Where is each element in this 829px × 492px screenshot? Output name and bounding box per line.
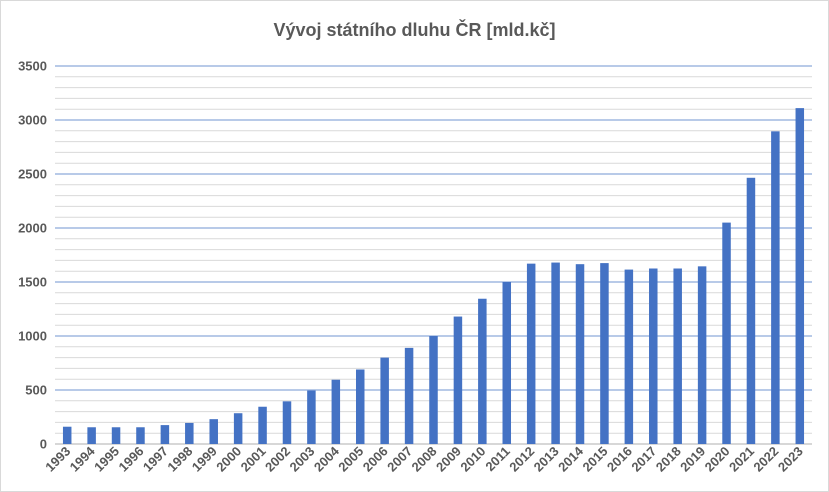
- x-tick-label: 2021: [726, 444, 757, 475]
- bar-2002: [282, 401, 292, 444]
- x-tick-label: 2023: [775, 444, 806, 475]
- x-tick-label: 2011: [482, 444, 513, 475]
- x-tick-label: 2005: [335, 444, 366, 475]
- x-tick-label: 2019: [677, 444, 708, 475]
- x-tick-label: 2009: [433, 444, 464, 475]
- bar-1998: [185, 422, 194, 444]
- x-tick-label: 2020: [702, 444, 733, 475]
- x-tick-label: 2006: [360, 444, 391, 475]
- x-tick-label: 1996: [116, 444, 147, 475]
- x-tick-label: 2008: [409, 444, 440, 475]
- x-tick-label: 2004: [311, 443, 343, 475]
- x-tick-label: 1995: [91, 444, 122, 475]
- bar-2014: [575, 264, 585, 444]
- x-tick-label: 1997: [140, 444, 171, 475]
- y-tick-label: 0: [40, 437, 47, 452]
- bar-2021: [746, 177, 756, 444]
- bar-2009: [453, 316, 463, 444]
- x-tick-label: 2015: [579, 444, 610, 475]
- bar-2019: [697, 266, 707, 444]
- x-tick-label: 2022: [750, 444, 781, 475]
- y-tick-label: 1000: [18, 329, 47, 344]
- bar-1997: [160, 425, 170, 444]
- x-tick-label: 2018: [653, 444, 684, 475]
- x-tick-label: 2000: [213, 444, 244, 475]
- y-tick-label: 3000: [18, 113, 47, 128]
- x-tick-label: 2010: [457, 444, 488, 475]
- y-tick-label: 2000: [18, 221, 47, 236]
- bar-2023: [795, 108, 805, 445]
- y-tick-label: 1500: [18, 275, 47, 290]
- chart-title: Vývoj státního dluhu ČR [mld.kč]: [273, 20, 556, 40]
- bars: [62, 108, 805, 445]
- x-tick-label: 2007: [384, 444, 415, 475]
- x-tick-label: 2017: [628, 444, 659, 475]
- y-axis-ticks: 0 500 1000 1500 2000 2500 3000 3500: [18, 59, 47, 452]
- bar-2010: [478, 298, 487, 444]
- bar-2001: [258, 406, 267, 444]
- bar-2017: [649, 268, 658, 444]
- x-tick-label: 1998: [164, 444, 195, 475]
- x-tick-label: 2001: [238, 444, 269, 475]
- bar-2012: [526, 263, 536, 444]
- bar-1994: [87, 427, 96, 444]
- bar-2008: [429, 336, 438, 444]
- bar-1996: [136, 427, 145, 444]
- y-tick-label: 500: [25, 383, 47, 398]
- x-tick-label: 2002: [262, 444, 293, 475]
- bar-1995: [111, 427, 121, 444]
- bar-2022: [771, 131, 780, 444]
- x-tick-label: 1999: [189, 444, 220, 475]
- x-tick-label: 2012: [506, 444, 537, 475]
- bar-2007: [404, 347, 414, 444]
- y-tick-label: 2500: [18, 167, 47, 182]
- x-tick-label: 2013: [531, 444, 562, 475]
- x-tick-label: 2014: [555, 443, 587, 475]
- bar-2013: [551, 262, 560, 444]
- bar-2006: [380, 357, 389, 444]
- bar-2003: [307, 390, 316, 444]
- bar-2020: [722, 222, 731, 444]
- bar-2015: [600, 263, 609, 444]
- bar-2011: [502, 282, 512, 444]
- bar-2018: [673, 268, 682, 444]
- bar-2000: [233, 413, 243, 444]
- x-tick-label: 1994: [67, 443, 99, 475]
- bar-2016: [624, 269, 634, 444]
- bar-2004: [331, 379, 341, 444]
- x-tick-label: 2003: [286, 444, 317, 475]
- x-tick-label: 2016: [604, 444, 635, 475]
- bar-1993: [62, 426, 72, 444]
- bar-2005: [355, 369, 365, 444]
- bar-1999: [209, 419, 218, 444]
- y-tick-label: 3500: [18, 59, 47, 74]
- x-axis-ticks: 1993199419951996199719981999200020012002…: [42, 443, 806, 475]
